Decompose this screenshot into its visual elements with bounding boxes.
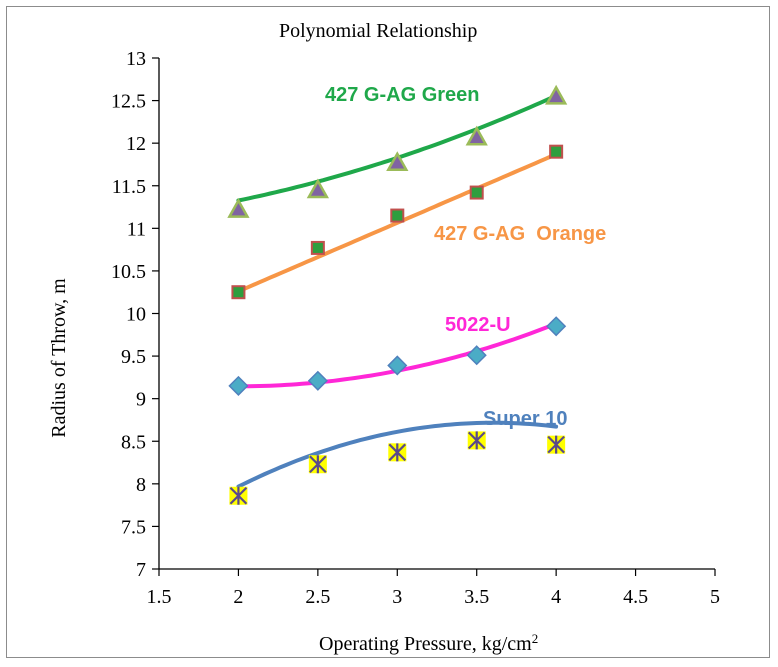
fit-curve: [236, 93, 559, 203]
y-tick-label: 11: [127, 218, 146, 240]
x-axis-title: Operating Pressure, kg/cm2: [319, 631, 538, 655]
x-tick-label: 4: [551, 586, 561, 608]
data-point: [229, 486, 248, 505]
data-point: [387, 355, 408, 376]
data-point: [227, 198, 250, 218]
series-labels: 427 G-AG Green 427 G-AG Orange 5022-U Super…: [325, 84, 606, 430]
data-point: [307, 370, 328, 391]
y-tick-label: 7: [136, 559, 146, 581]
x-tick-label: 3.5: [464, 586, 489, 608]
x-tick-label: 3: [392, 586, 402, 608]
x-tick-label: 4.5: [623, 586, 648, 608]
y-tick-label: 9: [136, 389, 146, 411]
y-tick-label: 12.5: [111, 91, 146, 113]
data-point: [547, 435, 566, 454]
y-tick-label: 10.5: [111, 261, 146, 283]
chart-title: Polynomial Relationship: [279, 20, 477, 42]
y-tick-label: 10: [126, 304, 146, 326]
x-tick-label: 5: [710, 586, 720, 608]
y-tick-label: 11.5: [112, 176, 146, 198]
data-point-star: [547, 435, 565, 454]
y-tick-label: 12: [126, 133, 146, 155]
series-label: 5022-U: [445, 314, 511, 336]
data-point: [228, 375, 249, 396]
data-point: [467, 431, 486, 450]
data-point-star: [229, 486, 248, 505]
chart-frame: Polynomial Relationship 7 7.5 8 8.5 9 9.5 10 10…: [6, 6, 770, 658]
data-point: [308, 455, 327, 474]
data-point: [386, 151, 409, 172]
x-tick-label: 2: [233, 586, 243, 608]
series-label: Super 10: [483, 408, 567, 430]
data-point: [546, 316, 567, 337]
x-tick-label: 1.5: [147, 586, 172, 608]
fit-curve: [236, 420, 559, 489]
data-point: [306, 178, 329, 199]
y-tick-label: 8: [136, 474, 146, 496]
fit-curve: [236, 152, 559, 294]
y-axis-title: Radius of Throw, m: [48, 278, 70, 438]
data-point-star: [309, 455, 327, 474]
data-point: [545, 84, 568, 105]
data-markers: [227, 84, 568, 505]
data-point-star: [467, 431, 486, 450]
data-point-star: [388, 443, 407, 462]
data-point: [231, 285, 246, 300]
data-point: [310, 240, 325, 255]
axes: 7 7.5 8 8.5 9 9.5 10 10.5 11 11.5 12 12.5 13 1.5 2 2.5 3…: [111, 48, 720, 608]
y-tick-label: 8.5: [121, 431, 146, 453]
data-point: [465, 125, 488, 146]
y-tick-label: 9.5: [121, 346, 146, 368]
series-label: 427 G-AG Green: [325, 84, 480, 106]
y-tick-label: 13: [126, 48, 146, 70]
data-point: [549, 144, 564, 159]
data-point: [388, 443, 407, 462]
data-point: [466, 345, 487, 366]
series-label: 427 G-AG Orange: [434, 223, 606, 245]
x-axis-title-text: Operating Pressure, kg/cm: [319, 633, 532, 655]
chart-svg: Polynomial Relationship 7 7.5 8 8.5 9 9.5 10 10…: [48, 20, 720, 655]
x-axis-title-superscript: 2: [532, 631, 539, 646]
data-point: [469, 185, 484, 200]
y-tick-label: 7.5: [121, 516, 146, 538]
x-tick-label: 2.5: [305, 586, 330, 608]
data-point: [390, 208, 405, 223]
